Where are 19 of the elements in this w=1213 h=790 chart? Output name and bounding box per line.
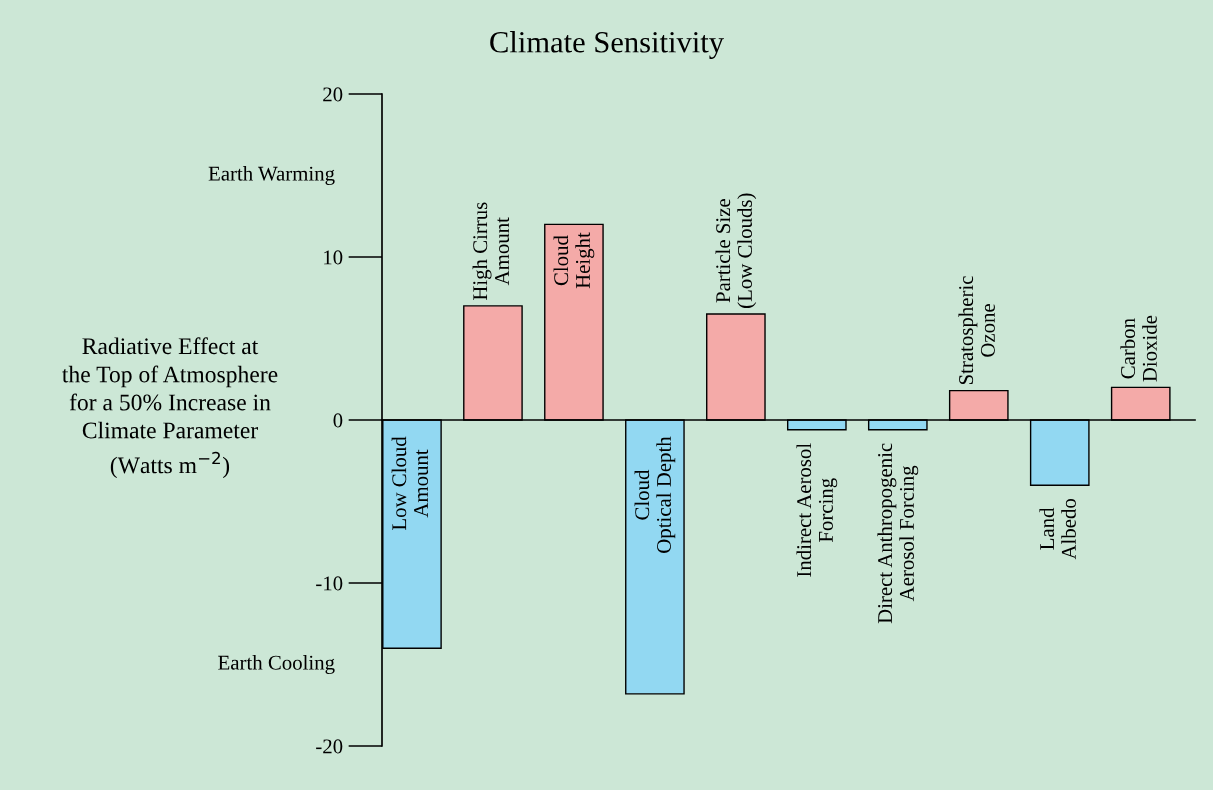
y-tick-label: 20 <box>323 87 343 102</box>
text: Earth Cooling <box>218 655 335 674</box>
x-tick-label: Direct Anthropogenic Aerosol Forcing <box>877 443 919 624</box>
y-tick-label: -10 <box>316 576 343 591</box>
x-tick-label: Land Albedo <box>1039 499 1076 560</box>
x-tick-label: Indirect Aerosol Forcing <box>796 443 838 577</box>
y-tick-label: 10 <box>324 250 343 265</box>
x-tick-label: High Cirrus Amount <box>472 202 510 301</box>
chart-title: Climate Sensitivity <box>490 31 724 59</box>
y-tick-label: -20 <box>316 739 343 754</box>
text: Earth Warming <box>208 166 335 185</box>
x-tick-label: Stratospheric Ozone <box>958 276 995 385</box>
x-tick-label: Low Cloud Amount <box>391 436 429 531</box>
x-tick-label: Particle Size (Low Clouds) <box>715 193 757 308</box>
y-tick-label: 0 <box>333 413 343 428</box>
y-axis-title: Radiative Effect at the Top of Atmosphere for a 50% Increase in Climate Parameter (Watts m$^{−2}$) <box>62 337 278 479</box>
x-tick-label: Carbon Dioxide <box>1120 315 1157 382</box>
x-tick-label: Cloud Optical Depth <box>634 436 676 553</box>
x-tick-label: Cloud Height <box>553 232 595 289</box>
